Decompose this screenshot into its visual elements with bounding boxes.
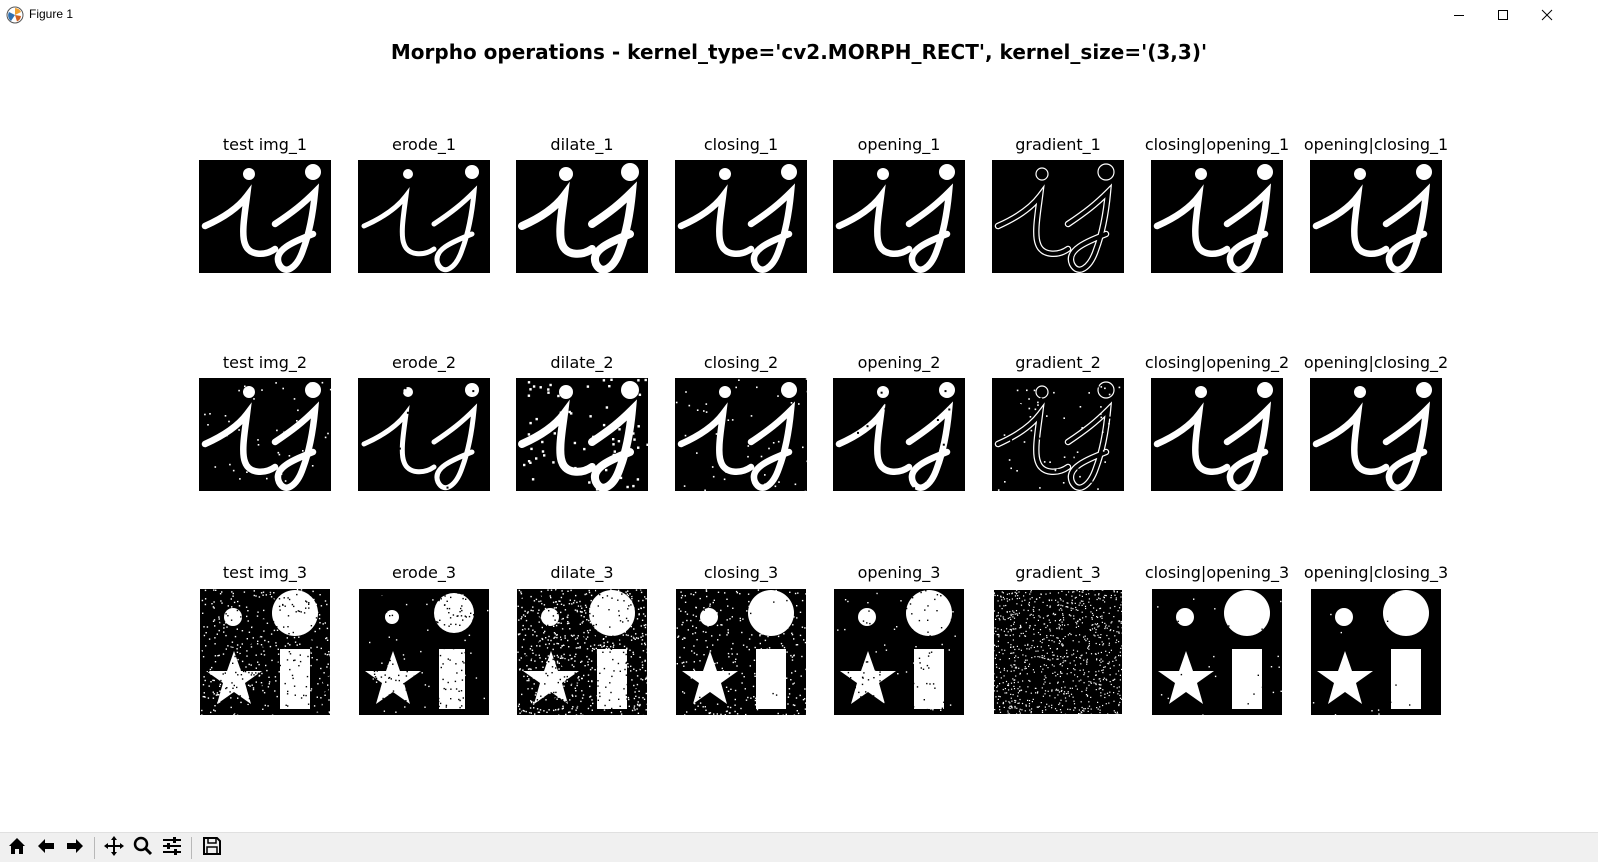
toolbar-separator — [191, 837, 192, 859]
back-button[interactable] — [33, 835, 59, 861]
zoom-button[interactable] — [130, 835, 156, 861]
configure-subplots-icon — [161, 835, 183, 861]
forward-arrow-icon — [64, 835, 86, 861]
figure-title: Morpho operations - kernel_type='cv2.MOR… — [0, 40, 1598, 64]
subplot-title: dilate_1 — [502, 135, 662, 154]
subplot-image — [200, 589, 330, 715]
subplot-image — [1310, 160, 1442, 273]
subplot-image — [993, 589, 1123, 715]
subplot-image — [992, 378, 1124, 491]
maximize-button[interactable] — [1480, 0, 1526, 30]
subplot-title: test img_2 — [185, 353, 345, 372]
save-icon — [201, 835, 223, 861]
configure-subplots-button[interactable] — [159, 835, 185, 861]
subplot-title: opening_2 — [819, 353, 979, 372]
subplot-title: gradient_3 — [978, 563, 1138, 582]
matplotlib-app-icon — [6, 6, 24, 24]
subplot-title: gradient_1 — [978, 135, 1138, 154]
subplot-title: opening_1 — [819, 135, 979, 154]
minimize-button[interactable] — [1436, 0, 1482, 30]
close-icon — [1541, 9, 1553, 21]
subplot-image — [358, 378, 490, 491]
subplot-title: dilate_2 — [502, 353, 662, 372]
subplot-title: opening|closing_2 — [1296, 353, 1456, 372]
subplot-title: erode_3 — [344, 563, 504, 582]
subplot-image — [675, 378, 807, 491]
subplot-title: closing_2 — [661, 353, 821, 372]
subplot-image — [516, 160, 648, 273]
subplot-image — [359, 589, 489, 715]
subplot-title: closing|opening_1 — [1137, 135, 1297, 154]
subplot-title: opening|closing_3 — [1296, 563, 1456, 582]
subplot-title: closing|opening_2 — [1137, 353, 1297, 372]
subplot-title: test img_1 — [185, 135, 345, 154]
subplot-image — [358, 160, 490, 273]
subplot-title: gradient_2 — [978, 353, 1138, 372]
toolbar-separator — [94, 837, 95, 859]
subplot-title: test img_3 — [185, 563, 345, 582]
subplot-image — [834, 589, 964, 715]
subplot-image — [833, 378, 965, 491]
subplot-title: dilate_3 — [502, 563, 662, 582]
pan-button[interactable] — [101, 835, 127, 861]
subplot-image — [992, 160, 1124, 273]
subplot-image — [1310, 378, 1442, 491]
save-button[interactable] — [199, 835, 225, 861]
subplot-image — [516, 378, 648, 491]
subplot-title: closing_1 — [661, 135, 821, 154]
subplot-image — [1311, 589, 1441, 715]
subplot-title: opening|closing_1 — [1296, 135, 1456, 154]
subplot-image — [517, 589, 647, 715]
subplot-image — [199, 160, 331, 273]
home-icon — [6, 835, 28, 861]
subplot-title: closing|opening_3 — [1137, 563, 1297, 582]
subplot-image — [676, 589, 806, 715]
subplot-title: erode_1 — [344, 135, 504, 154]
subplot-title: opening_3 — [819, 563, 979, 582]
zoom-icon — [132, 835, 154, 861]
subplot-title: closing_3 — [661, 563, 821, 582]
subplot-image — [199, 378, 331, 491]
subplot-title: erode_2 — [344, 353, 504, 372]
subplot-image — [1152, 589, 1282, 715]
maximize-icon — [1497, 9, 1509, 21]
back-arrow-icon — [35, 835, 57, 861]
window-title: Figure 1 — [29, 7, 73, 21]
navigation-toolbar — [0, 832, 1598, 862]
forward-button[interactable] — [62, 835, 88, 861]
subplot-image — [1151, 378, 1283, 491]
subplot-image — [1151, 160, 1283, 273]
subplot-image — [675, 160, 807, 273]
minimize-icon — [1453, 9, 1465, 21]
pan-icon — [103, 835, 125, 861]
close-button[interactable] — [1524, 0, 1570, 30]
subplot-image — [833, 160, 965, 273]
window-titlebar: Figure 1 — [0, 0, 1598, 30]
home-button[interactable] — [4, 835, 30, 861]
